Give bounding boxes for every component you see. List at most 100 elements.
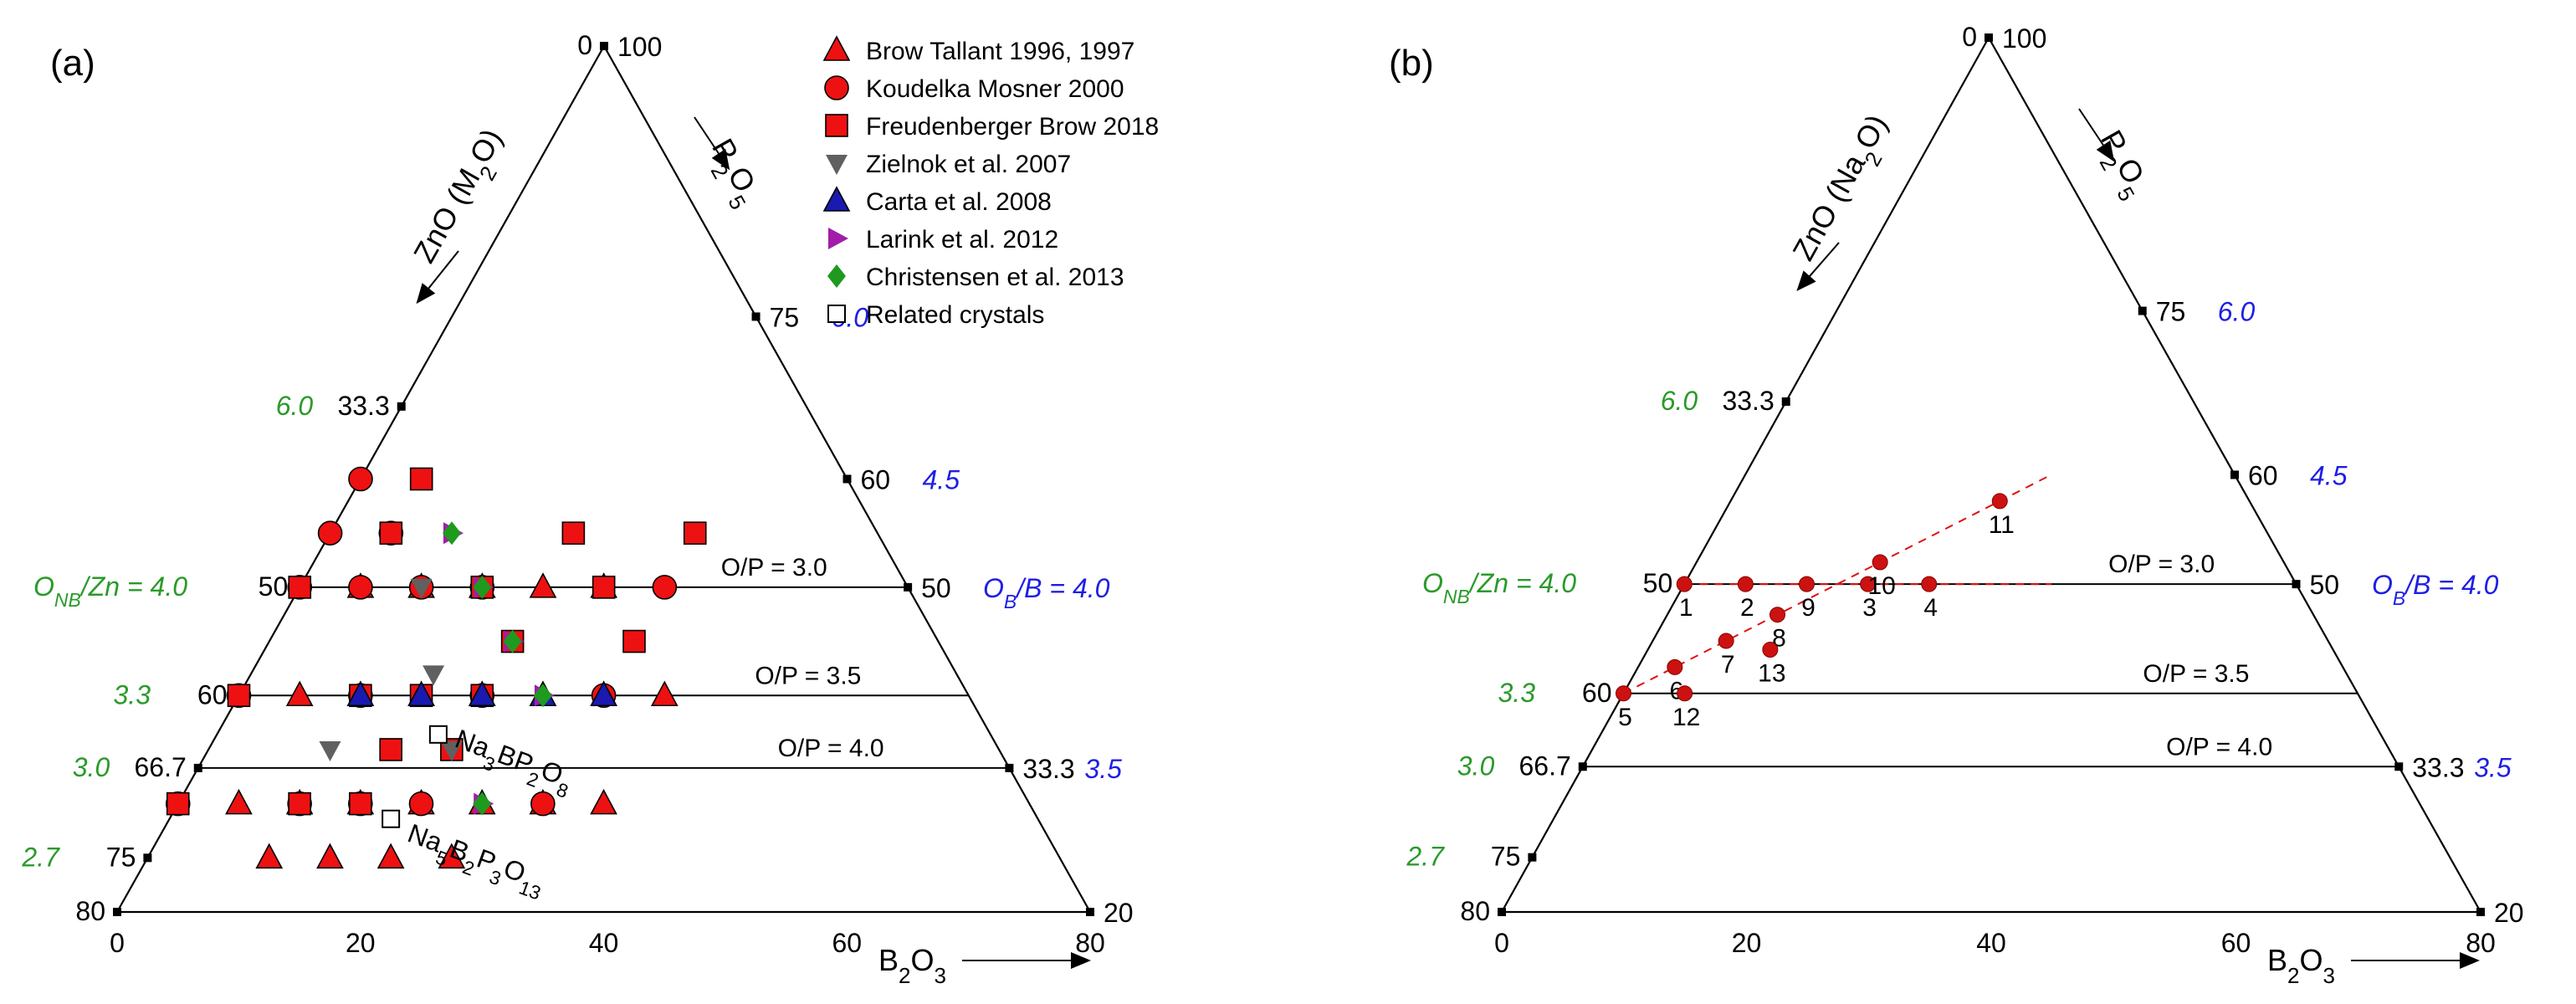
panel-b-panel-label: (b): [1389, 43, 1434, 84]
panel-a-left-tick-label: 75: [106, 842, 136, 872]
panel-a-point-freudenberger-brow-2018: [288, 791, 311, 816]
panel-a-point-freudenberger-brow-2018: [227, 684, 251, 708]
panel-b-point: [1769, 607, 1786, 623]
panel-a-legend-marker: [825, 114, 848, 137]
panel-a-op-line-label: O/P = 4.0: [778, 735, 884, 762]
panel-a-point-koudelka-mosner-2000: [317, 520, 343, 546]
panel-a-point-freudenberger-brow-2018: [288, 576, 312, 599]
panel-b-point: [1677, 685, 1693, 702]
panel-b-bottom-tick-label: 0: [1494, 928, 1509, 958]
panel-b-op-line-label: O/P = 3.0: [2108, 551, 2215, 578]
panel-b-nb-label: 3.0: [1457, 750, 1495, 781]
panel-a-bottom-tick-label: 60: [832, 928, 862, 958]
panel-a-point-carta-et-al-2008: [407, 680, 435, 707]
panel-a-legend-marker: [827, 305, 846, 323]
panel-b-point: [1737, 576, 1754, 592]
panel-a-point-freudenberger-brow-2018: [622, 629, 646, 653]
panel-b-nb-label: ONB/Zn = 4.0: [1422, 568, 1576, 607]
panel-a-point-christensen-et-al-2013: [473, 575, 492, 599]
panel-b-point-label: 4: [1923, 594, 1938, 622]
panel-b-right-tick-label: 100: [2002, 23, 2046, 54]
panel-b-left-tick-label: 66.7: [1518, 750, 1570, 781]
panel-b-op-line-label: O/P = 4.0: [2166, 733, 2272, 761]
panel-b-point-label: 11: [1989, 511, 2015, 539]
panel-a-panel-label: (a): [50, 43, 95, 84]
panel-a-point-brow-tallant-1996-1997: [285, 680, 314, 707]
panel-a-right-tick-label: 20: [1104, 898, 1134, 928]
panel-b-left-tick-label: 80: [1460, 896, 1490, 926]
panel-a-right-tick-mark: [751, 312, 761, 321]
panel-b-left-tick-label: 75: [1491, 842, 1521, 872]
panel-a-right-tick-label: 100: [617, 32, 662, 62]
panel-a-bottom-tick-label: 20: [346, 928, 376, 958]
panel-a-point-zielnok-et-al-2007: [319, 740, 341, 761]
panel-b-zn-axis-title: ZnO (Na2O): [1785, 109, 1903, 271]
panel-b-right-tick-label: 60: [2248, 461, 2278, 491]
panel-a-point-related-crystals: [382, 809, 401, 828]
panel-a-point-zielnok-et-al-2007: [410, 578, 433, 599]
panel-b-point-label: 7: [1721, 651, 1735, 679]
panel-a-b-axis-title: B2O3: [878, 943, 946, 988]
panel-a-legend-label: Carta et al. 2008: [866, 188, 1052, 216]
panel-a-left-tick-label: 80: [75, 896, 105, 926]
panel-b-nb-label: 3.3: [1498, 678, 1536, 708]
panel-b-point: [1921, 576, 1938, 592]
panel-b-point: [1991, 493, 2008, 510]
panel-a-bottom-tick-label: 80: [1075, 928, 1105, 958]
panel-a-right-tick-label: 60: [861, 465, 891, 495]
panel-b-ob-label: OB/B = 4.0: [2372, 570, 2499, 609]
panel-b-right-tick-label: 20: [2494, 898, 2524, 928]
panel-a-nb-label: ONB/Zn = 4.0: [33, 571, 187, 611]
panel-a-point-freudenberger-brow-2018: [409, 467, 433, 491]
panel-a-legend-label: Christensen et al. 2013: [866, 264, 1124, 291]
panel-a-left-tick-mark: [397, 402, 406, 411]
panel-a-point-freudenberger-brow-2018: [683, 521, 707, 545]
panel-b-right-tick-label: 75: [2156, 297, 2186, 327]
panel-b-point-label: 10: [1867, 572, 1895, 600]
panel-b-point: [1667, 658, 1683, 675]
panel-a-right-tick-label: 50: [921, 573, 951, 603]
panel-b-point: [1860, 576, 1877, 592]
panel-b-ob-label: 4.5: [2310, 461, 2348, 491]
panel-b-point-label: 12: [1672, 704, 1700, 731]
panel-b-bottom-tick-label: 40: [1976, 928, 2006, 958]
panel-b-bottom-tick-label: 20: [1732, 928, 1762, 958]
panel-a-p-axis-title: P2O5: [696, 133, 769, 214]
panel-b-right-tick-label: 33.3: [2412, 752, 2464, 782]
panel-a-legend-marker: [824, 75, 849, 100]
panel-a-bottom-tick-label: 0: [110, 928, 125, 958]
panel-a-point-brow-tallant-1996-1997: [438, 843, 466, 869]
panel-b-point: [1762, 642, 1779, 658]
panel-a-point-carta-et-al-2008: [590, 680, 617, 707]
panel-b-point-label: 2: [1740, 594, 1754, 622]
panel-a-point-carta-et-al-2008: [468, 680, 496, 707]
panel-a-ob-label: OB/B = 4.0: [983, 573, 1110, 612]
panel-a-ob-label: 3.5: [1084, 754, 1122, 784]
panel-b-bottom-tick-label: 80: [2466, 928, 2496, 958]
panel-b-dashed-guide: [1623, 474, 2052, 694]
panel-b-left-tick-label: 50: [1643, 568, 1673, 598]
panel-a-right-tick-label: 75: [770, 302, 800, 332]
panel-a-left-tick-label: 60: [197, 679, 228, 709]
panel-a-chart: (a) 0 33.3 6.0 50 ONB/Zn = 4.0 60 3.3 66.7 3.0 75 2…: [21, 30, 1159, 988]
panel-b-right-tick-mark: [2476, 908, 2485, 916]
panel-b-point-label: 13: [1758, 660, 1785, 688]
panel-a-point-brow-tallant-1996-1997: [225, 788, 253, 815]
panel-b-point-label: 5: [1618, 704, 1632, 731]
panel-a-point-koudelka-mosner-2000: [652, 575, 678, 600]
panel-b-left-tick-mark: [1498, 908, 1506, 916]
panel-a-legend-marker: [827, 264, 846, 288]
panel-a-point-freudenberger-brow-2018: [379, 738, 402, 761]
panel-b-op-line-label: O/P = 3.5: [2143, 660, 2249, 688]
panel-a-point-brow-tallant-1996-1997: [376, 843, 405, 869]
panel-b-ob-label: 3.5: [2474, 752, 2512, 782]
panel-b-ob-label: 6.0: [2218, 297, 2256, 327]
panel-b-left-tick-mark: [1781, 397, 1790, 406]
panel-a-bottom-tick-label: 40: [589, 928, 619, 958]
panel-b-left-tick-mark: [1528, 853, 1537, 862]
panel-b-right-tick-mark: [2138, 306, 2147, 315]
panel-a-legend-label: Larink et al. 2012: [866, 226, 1058, 254]
panel-a-point-koudelka-mosner-2000: [530, 791, 556, 817]
panel-a-point-freudenberger-brow-2018: [349, 791, 372, 816]
